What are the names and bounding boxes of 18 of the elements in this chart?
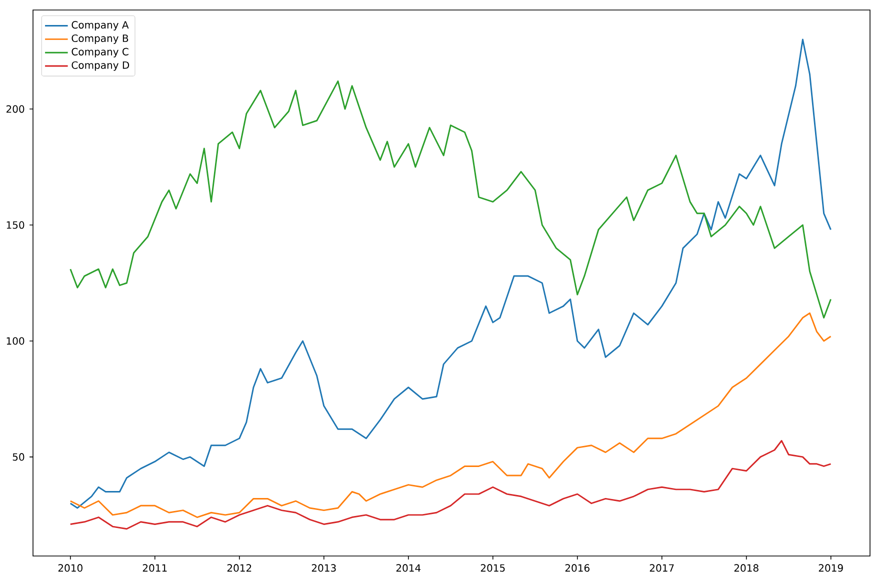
legend-label: Company A	[72, 21, 129, 31]
x-tick-label: 2015	[480, 564, 505, 572]
x-tick-label: 2017	[650, 564, 674, 572]
x-tick-label: 2012	[227, 564, 252, 572]
y-tick-label: 150	[6, 221, 24, 229]
x-tick-label: 2018	[734, 564, 758, 572]
x-tick-label: 2010	[58, 564, 82, 572]
x-tick-label: 2019	[818, 564, 843, 572]
x-tick-label: 2013	[312, 564, 336, 572]
x-tick-label: 2011	[142, 564, 167, 572]
y-tick-label: 100	[6, 337, 24, 345]
x-tick-label: 2016	[565, 564, 590, 572]
legend-label: Company B	[72, 34, 128, 44]
y-tick-label: 200	[6, 105, 24, 113]
y-tick-label: 50	[12, 453, 24, 461]
legend-label: Company C	[72, 48, 128, 58]
legend-label: Company D	[72, 61, 130, 71]
x-tick-label: 2014	[396, 564, 421, 572]
